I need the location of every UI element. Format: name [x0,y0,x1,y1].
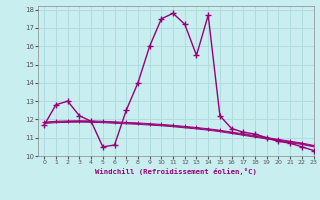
X-axis label: Windchill (Refroidissement éolien,°C): Windchill (Refroidissement éolien,°C) [95,168,257,175]
